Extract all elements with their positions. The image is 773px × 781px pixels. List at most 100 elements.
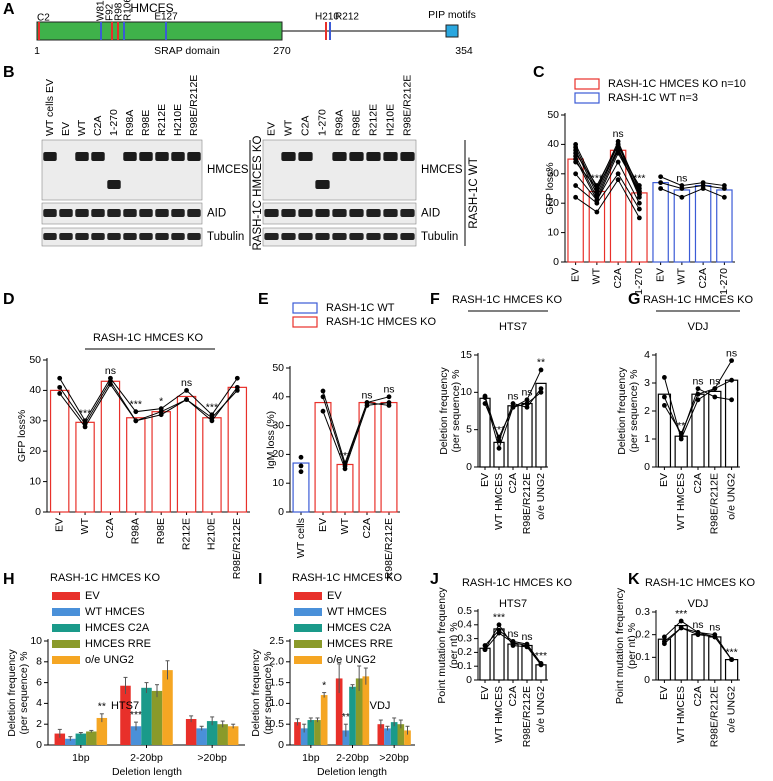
y-tick-label: 0.2 xyxy=(457,646,472,658)
bar xyxy=(349,686,356,745)
band xyxy=(366,233,381,240)
site-label: F92 xyxy=(105,3,116,21)
significance: ns xyxy=(105,365,116,377)
replicate-dot xyxy=(184,388,189,393)
bar xyxy=(657,393,672,468)
replicate-dot xyxy=(594,197,600,203)
bar xyxy=(300,728,308,745)
legend-label: HMCES C2A xyxy=(85,622,150,634)
legend-swatch xyxy=(574,78,600,90)
x-tick-label: H210E xyxy=(206,518,218,550)
replicate-dot xyxy=(729,397,734,403)
band xyxy=(155,209,169,217)
y-tick-label: 1.0 xyxy=(269,697,284,709)
replicate-line xyxy=(322,402,390,471)
chart-title: RASH-1C HMCES KO xyxy=(645,577,755,589)
significance: *** xyxy=(591,172,603,184)
y-tick-label: 0 xyxy=(36,739,42,751)
replicate-dot xyxy=(636,200,642,206)
replicate-dot xyxy=(712,634,718,640)
band-label: HMCES xyxy=(207,164,249,176)
replicate-line xyxy=(575,160,640,204)
replicate-dot xyxy=(298,469,304,475)
bar xyxy=(691,634,705,681)
panel-label: K xyxy=(628,571,640,588)
y-tick-label: 30 xyxy=(547,168,559,180)
legend-label: o/e UNG2 xyxy=(327,654,376,666)
lane-label: C2A xyxy=(92,116,104,136)
significance: ns xyxy=(181,377,192,389)
bar xyxy=(355,678,363,745)
replicate-dot xyxy=(662,403,667,408)
band-label: Tubulin xyxy=(421,231,458,243)
replicate-dot xyxy=(679,186,685,191)
x-tick-label: o/e UNG2 xyxy=(535,686,547,733)
y-tick-label: 20 xyxy=(29,445,41,457)
y-tick-label: 10 xyxy=(29,475,41,487)
lane-label: H210E xyxy=(172,104,184,136)
bar xyxy=(609,149,627,263)
band xyxy=(75,209,89,217)
significance: ns xyxy=(709,375,720,387)
bar xyxy=(708,390,722,468)
band xyxy=(264,233,279,240)
x-tick-label: EV xyxy=(654,268,666,282)
y-axis-label: (per sequence) % xyxy=(262,652,274,735)
legend-label: HMCES RRE xyxy=(327,638,393,650)
x-tick-label: o/e UNG2 xyxy=(725,473,737,520)
lane-label: R98A xyxy=(124,110,136,136)
replicate-dot xyxy=(662,375,667,380)
replicate-dot xyxy=(658,186,664,191)
legend-swatch xyxy=(294,656,322,664)
side-label: RASH-1C HMCES KO xyxy=(252,135,264,250)
replicate-dot xyxy=(573,171,579,177)
replicate-dot xyxy=(184,397,189,402)
lane-label: EV xyxy=(265,122,277,136)
y-tick-label: 3 xyxy=(644,377,650,389)
significance: ns xyxy=(692,619,703,631)
significance: ** xyxy=(677,420,685,432)
band xyxy=(75,152,89,161)
bar xyxy=(320,695,328,745)
legend-swatch xyxy=(52,640,80,648)
significance: *** xyxy=(493,424,505,436)
band xyxy=(43,209,57,217)
band xyxy=(139,233,153,240)
y-tick-label: 0.1 xyxy=(635,651,650,663)
bar xyxy=(694,184,712,263)
legend-label: WT HMCES xyxy=(327,606,387,618)
replicate-dot xyxy=(662,634,667,640)
replicate-dot xyxy=(721,186,727,191)
bar xyxy=(507,643,519,681)
panel-label: F xyxy=(430,291,440,308)
replicate-dot xyxy=(573,183,579,188)
y-tick-label: 8 xyxy=(36,656,42,668)
replicate-dot xyxy=(678,618,684,624)
legend-title: RASH-1C HMCES KO xyxy=(292,572,402,584)
band xyxy=(171,152,185,161)
legend-swatch xyxy=(292,316,318,328)
significance: *** xyxy=(493,612,505,624)
y-tick-label: 40 xyxy=(547,138,559,150)
y-tick-label: 4 xyxy=(36,697,42,709)
replicate-line xyxy=(660,187,725,198)
x-tick-label: C2A xyxy=(612,268,624,288)
replicate-dot xyxy=(695,386,701,391)
band xyxy=(349,209,364,217)
replicate-dot xyxy=(524,643,530,648)
site-marker xyxy=(165,22,167,40)
band xyxy=(281,209,296,217)
legend-swatch xyxy=(574,92,600,104)
band xyxy=(187,152,201,161)
band xyxy=(281,152,296,161)
band-label: AID xyxy=(207,208,226,220)
x-tick-label: WT xyxy=(591,267,603,284)
replicate-dot xyxy=(538,367,544,373)
bar xyxy=(479,647,491,681)
band xyxy=(139,209,153,217)
legend-swatch xyxy=(294,592,322,600)
band xyxy=(332,209,347,217)
band xyxy=(91,233,105,240)
x-tick-label: EV xyxy=(658,686,670,700)
